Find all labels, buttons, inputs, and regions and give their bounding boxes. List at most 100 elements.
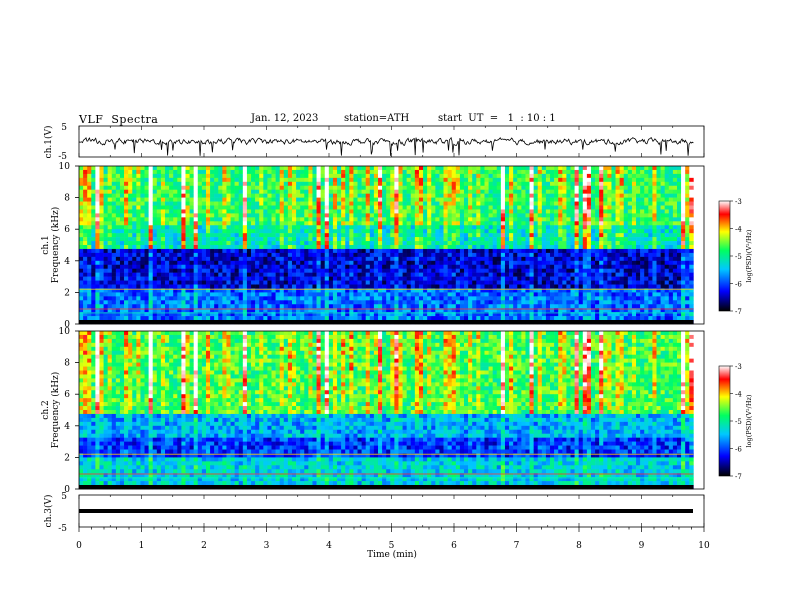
spectrogram-cell bbox=[312, 308, 317, 313]
spectrogram-cell bbox=[91, 213, 96, 218]
spectrogram-cell bbox=[418, 237, 424, 242]
spectrogram-cell bbox=[361, 264, 367, 269]
spectrogram-cell bbox=[152, 276, 158, 281]
spectrogram-cell bbox=[320, 248, 326, 254]
spectrogram-cell bbox=[160, 209, 166, 214]
spectrogram-cell bbox=[369, 225, 375, 230]
spectrogram-cell bbox=[410, 284, 416, 289]
spectrogram-cell bbox=[251, 213, 256, 218]
spectrogram-cell bbox=[271, 284, 276, 289]
spectrogram-cell bbox=[484, 280, 489, 285]
spectrogram-cell bbox=[320, 312, 326, 317]
spectrogram-cell bbox=[197, 201, 203, 206]
spectrogram-cell bbox=[427, 276, 432, 281]
spectrogram-cell bbox=[550, 268, 555, 273]
spectrogram-cell bbox=[201, 304, 207, 309]
spectrogram-cell bbox=[378, 292, 383, 297]
spectrogram-cell bbox=[226, 276, 231, 281]
spectrogram-cell bbox=[550, 237, 555, 242]
spectrogram-cell bbox=[361, 284, 367, 289]
spectrogram-cell bbox=[300, 181, 305, 187]
spectrogram-cell bbox=[378, 201, 383, 206]
spectrogram-cell bbox=[496, 177, 502, 183]
spectrogram-cell bbox=[111, 308, 117, 313]
spectrogram-cell bbox=[369, 256, 375, 262]
spectrogram-cell bbox=[550, 260, 555, 266]
spectrogram-cell bbox=[304, 268, 309, 273]
spectrogram-cell bbox=[148, 308, 154, 313]
spectrogram-cell bbox=[119, 276, 125, 281]
spectrogram-cell bbox=[365, 276, 371, 281]
spectrogram-cell bbox=[529, 312, 534, 317]
spectrogram-cell bbox=[156, 233, 162, 238]
spectrogram-cell bbox=[230, 312, 235, 317]
spectrogram-cell bbox=[447, 229, 453, 234]
spectrogram-cell bbox=[271, 193, 276, 198]
spectrogram-cell bbox=[238, 272, 244, 277]
spectrogram-cell bbox=[152, 308, 158, 313]
spectrogram-cell bbox=[324, 197, 330, 202]
spectrogram-cell bbox=[140, 304, 145, 309]
spectrogram-cell bbox=[115, 166, 121, 171]
spectrogram-cell bbox=[472, 256, 477, 262]
spectrogram-cell bbox=[111, 217, 117, 222]
spectrogram-cell bbox=[386, 288, 391, 293]
spectrogram-cell bbox=[124, 292, 129, 297]
spectrogram-cell bbox=[107, 189, 113, 194]
spectrogram-cell bbox=[541, 304, 547, 309]
spectrogram-cell bbox=[541, 197, 547, 202]
spectrogram-cell bbox=[275, 268, 280, 273]
spectrogram-cell bbox=[246, 169, 252, 175]
spectrogram-cell bbox=[304, 205, 309, 210]
spectrogram-cell bbox=[484, 316, 489, 321]
spectrogram-cell bbox=[197, 268, 203, 273]
spectrogram-cell bbox=[279, 252, 285, 258]
spectrogram-cell bbox=[111, 229, 117, 234]
spectrogram-cell bbox=[148, 288, 154, 293]
spectrogram-cell bbox=[259, 205, 264, 210]
spectrogram-cell bbox=[152, 241, 158, 246]
spectrogram-cell bbox=[361, 197, 367, 202]
spectrogram-cell bbox=[480, 308, 485, 313]
spectrogram-cell bbox=[468, 241, 473, 246]
spectrogram-cell bbox=[558, 296, 563, 301]
spectrogram-cell bbox=[406, 173, 412, 179]
spectrogram-cell bbox=[263, 245, 268, 250]
spectrogram-cell bbox=[386, 264, 391, 269]
spectrogram-cell bbox=[328, 276, 334, 281]
spectrogram-cell bbox=[128, 221, 133, 226]
spectrogram-cell bbox=[406, 292, 412, 297]
spectrogram-cell bbox=[390, 280, 395, 285]
spectrogram-cell bbox=[386, 217, 391, 222]
spectrogram-cell bbox=[492, 181, 498, 187]
spectrogram-cell bbox=[431, 316, 436, 321]
spectrogram-cell bbox=[558, 189, 563, 194]
spectrogram-cell bbox=[341, 233, 346, 238]
spectrogram-cell bbox=[218, 245, 223, 250]
spectrogram-cell bbox=[435, 292, 440, 297]
spectrogram-cell bbox=[246, 288, 252, 293]
spectrogram-cell bbox=[201, 272, 207, 277]
spectrogram-cell bbox=[418, 181, 424, 187]
spectrogram-cell bbox=[500, 308, 506, 313]
spectrogram-cell bbox=[504, 217, 510, 222]
spectrogram-cell bbox=[181, 248, 186, 254]
spectrogram-cell bbox=[103, 241, 108, 246]
spectrogram-cell bbox=[554, 272, 559, 277]
spectrogram-cell bbox=[148, 169, 154, 175]
spectrogram-cell bbox=[312, 209, 317, 214]
spectrogram-cell bbox=[128, 268, 133, 273]
spectrogram-cell bbox=[193, 189, 199, 194]
spectrogram-cell bbox=[103, 316, 108, 321]
spectrogram-cell bbox=[353, 185, 358, 190]
spectrogram-cell bbox=[115, 284, 121, 289]
spectrogram-cell bbox=[107, 241, 113, 246]
spectrogram-cell bbox=[103, 193, 108, 198]
spectrogram-cell bbox=[349, 217, 354, 222]
spectrogram-cell bbox=[566, 256, 571, 262]
spectrogram-cell bbox=[361, 312, 367, 317]
spectrogram-cell bbox=[537, 272, 543, 277]
spectrogram-cell bbox=[177, 272, 182, 277]
spectrogram-cell bbox=[525, 177, 530, 183]
spectrogram-cell bbox=[173, 197, 178, 202]
